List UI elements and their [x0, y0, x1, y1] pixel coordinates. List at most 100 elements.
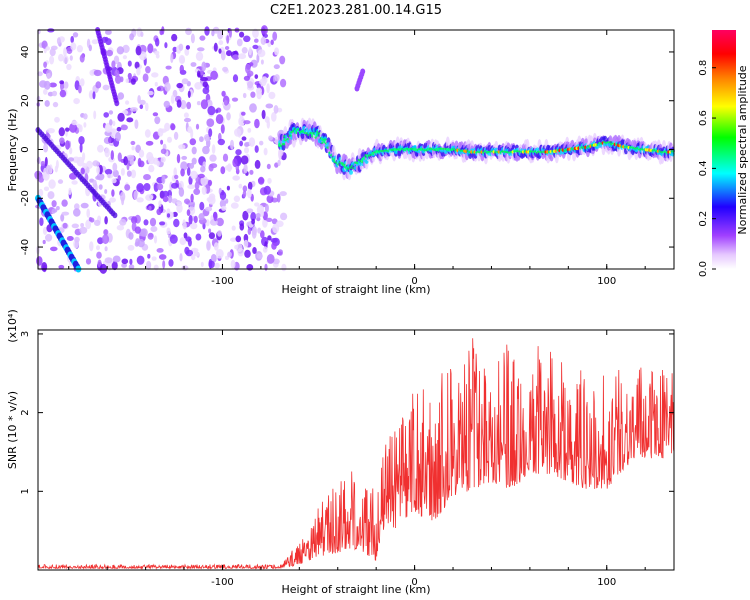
- frequency-trace: [278, 117, 675, 181]
- noise-speck: [200, 77, 208, 82]
- noise-speck: [183, 232, 188, 239]
- noise-speck: [148, 233, 154, 238]
- noise-speck: [174, 174, 179, 180]
- noise-speck: [76, 45, 83, 53]
- noise-speck: [143, 174, 151, 181]
- noise-speck: [129, 33, 135, 41]
- noise-speck: [79, 78, 85, 87]
- noise-speck: [129, 258, 133, 265]
- noise-speck: [93, 69, 102, 77]
- noise-speck: [109, 197, 116, 203]
- noise-speck: [232, 74, 239, 83]
- noise-speck: [145, 140, 154, 146]
- noise-speck: [246, 208, 254, 214]
- noise-speck: [42, 226, 48, 235]
- noise-speck: [130, 78, 136, 85]
- noise-speck: [190, 193, 194, 203]
- noise-speck: [88, 217, 93, 222]
- noise-speck: [135, 45, 142, 56]
- noise-speck: [119, 191, 126, 202]
- noise-speck: [112, 162, 118, 172]
- noise-speck: [185, 236, 192, 242]
- noise-speck: [144, 129, 151, 138]
- noise-speck: [164, 122, 171, 132]
- noise-speck: [148, 205, 152, 211]
- noise-speck: [254, 159, 261, 169]
- snr-series: [38, 338, 675, 570]
- noise-speck: [149, 217, 157, 227]
- noise-speck: [250, 91, 256, 98]
- noise-speck: [58, 264, 65, 270]
- noise-speck: [230, 139, 234, 150]
- noise-speck: [162, 196, 169, 203]
- noise-speck: [76, 156, 85, 167]
- noise-speck: [249, 169, 254, 175]
- noise-speck: [66, 236, 74, 241]
- noise-speck: [185, 27, 192, 36]
- noise-speck: [153, 264, 159, 271]
- noise-speck: [123, 156, 128, 166]
- noise-speck: [78, 136, 85, 145]
- noise-speck: [235, 235, 242, 243]
- noise-speck: [104, 147, 110, 158]
- noise-speck: [112, 120, 116, 127]
- noise-speck: [261, 76, 268, 84]
- noise-speck: [176, 203, 183, 213]
- noise-speck: [266, 83, 270, 94]
- noise-speck: [201, 61, 207, 72]
- noise-speck: [134, 241, 139, 247]
- noise-speck: [80, 202, 89, 209]
- diagonal-speck: [112, 212, 118, 219]
- noise-speck: [257, 49, 266, 58]
- snr-line: [38, 338, 675, 570]
- noise-speck: [184, 47, 190, 56]
- noise-speck: [256, 53, 260, 63]
- noise-speck: [68, 187, 72, 196]
- noise-speck: [215, 109, 219, 114]
- noise-speck: [169, 234, 178, 244]
- noise-speck: [113, 55, 120, 65]
- noise-speck: [178, 180, 184, 191]
- noise-speck: [190, 33, 195, 44]
- noise-speck: [50, 45, 58, 51]
- noise-speck: [241, 111, 246, 116]
- noise-speck: [79, 54, 85, 63]
- noise-speck: [273, 105, 279, 114]
- noise-speck: [271, 112, 277, 122]
- noise-speck: [208, 163, 214, 172]
- noise-speck: [211, 144, 216, 154]
- noise-speck: [108, 137, 112, 144]
- noise-speck: [243, 163, 248, 174]
- noise-speck: [61, 211, 70, 216]
- noise-speck: [219, 191, 227, 201]
- noise-speck: [116, 46, 125, 55]
- noise-speck: [226, 35, 230, 44]
- noise-speck: [173, 131, 179, 140]
- noise-speck: [191, 254, 196, 261]
- noise-speck: [104, 257, 113, 264]
- noise-speck: [172, 46, 178, 53]
- noise-speck: [65, 140, 70, 150]
- noise-speck: [45, 233, 53, 242]
- noise-speck: [242, 210, 249, 221]
- noise-speck: [116, 126, 122, 132]
- noise-speck: [208, 258, 213, 269]
- noise-speck: [45, 164, 52, 175]
- noise-speck: [222, 153, 229, 162]
- noise-speck: [146, 151, 154, 162]
- noise-speck: [134, 119, 139, 129]
- noise-speck: [190, 222, 198, 230]
- noise-speck: [121, 196, 125, 206]
- noise-speck: [215, 114, 224, 125]
- noise-speck: [43, 61, 47, 68]
- noise-speck: [280, 78, 287, 88]
- noise-speck: [143, 183, 151, 191]
- noise-speck: [208, 228, 212, 234]
- noise-speck: [97, 237, 104, 245]
- noise-speck: [147, 253, 151, 259]
- noise-speck: [194, 181, 200, 190]
- noise-speck: [247, 188, 252, 199]
- noise-speck: [46, 72, 51, 80]
- x-tick-label: 0: [411, 276, 417, 287]
- noise-speck: [112, 255, 121, 263]
